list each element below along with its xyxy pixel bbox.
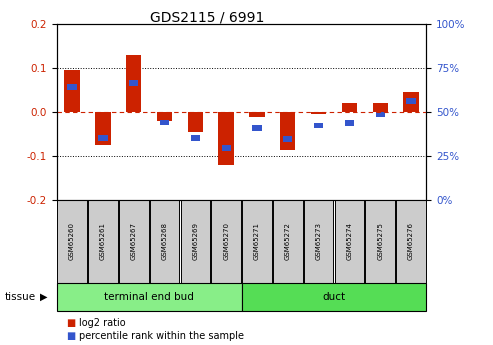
- Bar: [314, 123, 323, 128]
- Text: GSM65274: GSM65274: [347, 223, 352, 260]
- Text: GSM65268: GSM65268: [162, 223, 168, 260]
- Text: GSM65271: GSM65271: [254, 223, 260, 260]
- Bar: [160, 120, 169, 125]
- Bar: [373, 104, 388, 112]
- Text: GDS2115 / 6991: GDS2115 / 6991: [150, 10, 264, 24]
- Text: ■: ■: [67, 318, 76, 327]
- Bar: [396, 200, 426, 283]
- Bar: [98, 135, 107, 141]
- Bar: [283, 136, 292, 142]
- Bar: [280, 112, 295, 149]
- Bar: [88, 200, 118, 283]
- Bar: [180, 200, 210, 283]
- Text: ▶: ▶: [40, 292, 48, 302]
- Bar: [150, 200, 179, 283]
- Text: ■: ■: [67, 332, 76, 341]
- Text: GSM65272: GSM65272: [285, 223, 291, 260]
- Bar: [68, 85, 77, 90]
- Bar: [242, 283, 426, 310]
- Bar: [273, 200, 303, 283]
- Text: duct: duct: [322, 292, 346, 302]
- Bar: [57, 200, 87, 283]
- Bar: [191, 135, 200, 141]
- Bar: [157, 112, 172, 121]
- Bar: [242, 200, 272, 283]
- Text: GSM65260: GSM65260: [69, 223, 75, 260]
- Text: GSM65267: GSM65267: [131, 223, 137, 260]
- Bar: [57, 283, 242, 310]
- Text: GSM65261: GSM65261: [100, 223, 106, 260]
- Text: GSM65270: GSM65270: [223, 223, 229, 260]
- Bar: [95, 112, 110, 145]
- Text: terminal end bud: terminal end bud: [104, 292, 194, 302]
- Bar: [249, 112, 265, 117]
- Bar: [311, 112, 326, 114]
- Bar: [335, 200, 364, 283]
- Bar: [65, 70, 80, 112]
- Bar: [403, 92, 419, 112]
- Bar: [218, 112, 234, 165]
- Text: GSM65269: GSM65269: [192, 223, 198, 260]
- Bar: [211, 200, 241, 283]
- Text: percentile rank within the sample: percentile rank within the sample: [79, 332, 244, 341]
- Bar: [342, 104, 357, 112]
- Bar: [365, 200, 395, 283]
- Bar: [119, 200, 148, 283]
- Bar: [252, 125, 262, 131]
- Bar: [188, 112, 203, 132]
- Bar: [304, 200, 333, 283]
- Text: tissue: tissue: [5, 292, 36, 302]
- Bar: [221, 145, 231, 151]
- Text: GSM65273: GSM65273: [316, 223, 321, 260]
- Text: GSM65275: GSM65275: [377, 223, 383, 260]
- Bar: [126, 55, 141, 112]
- Text: log2 ratio: log2 ratio: [79, 318, 126, 327]
- Bar: [406, 98, 416, 104]
- Bar: [345, 120, 354, 126]
- Text: GSM65276: GSM65276: [408, 223, 414, 260]
- Bar: [376, 112, 385, 117]
- Bar: [129, 80, 139, 86]
